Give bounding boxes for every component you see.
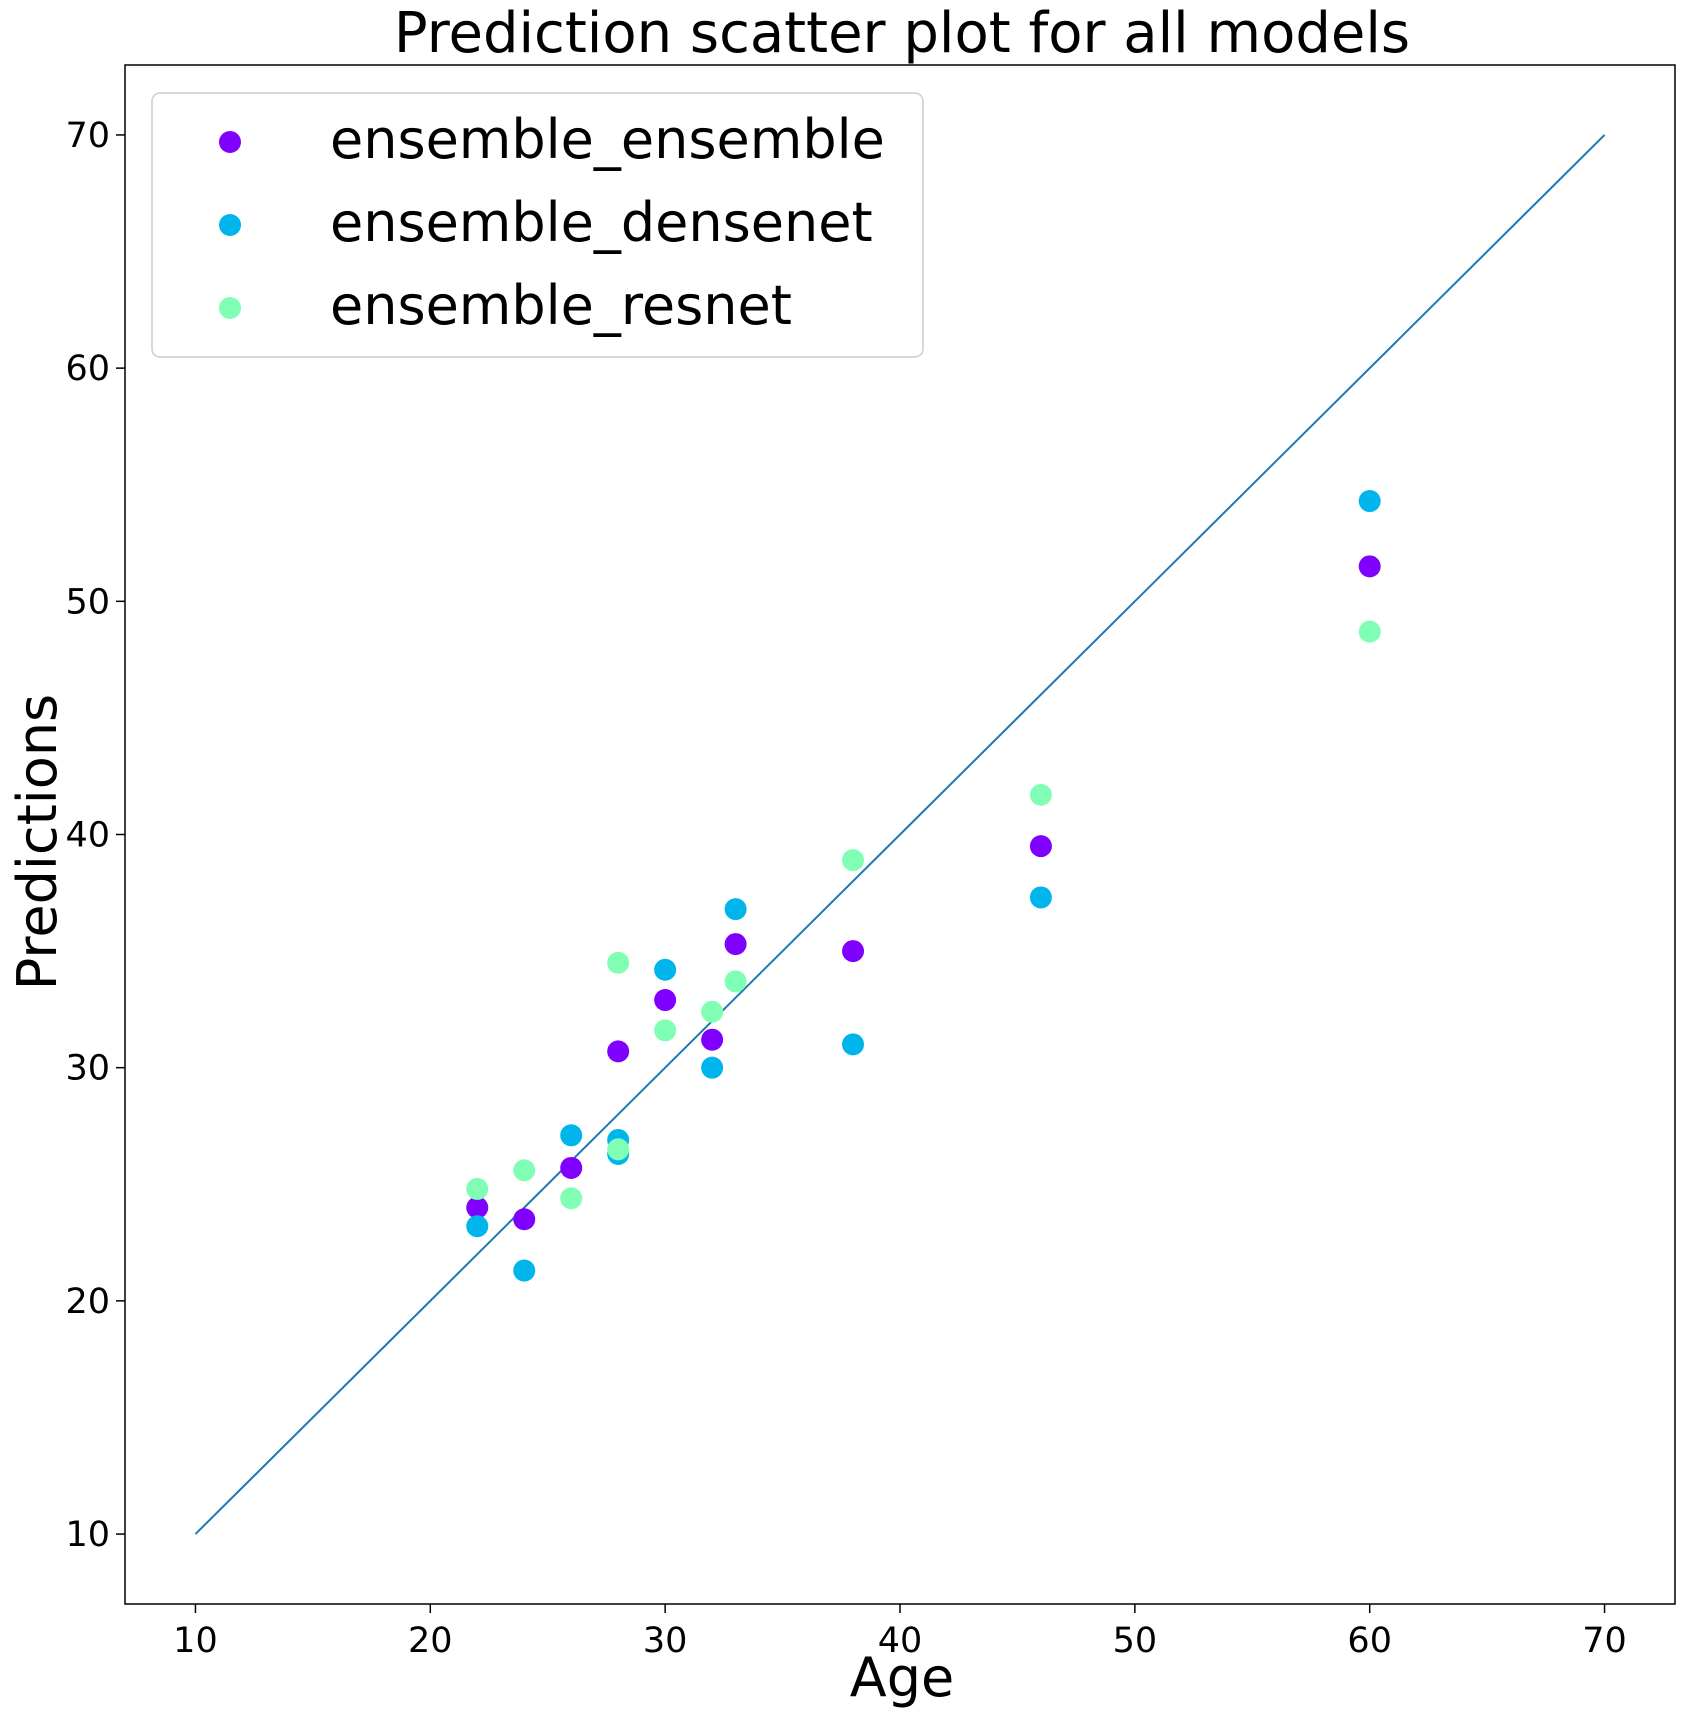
data-point xyxy=(607,951,630,974)
y-tick-label: 10 xyxy=(65,1515,110,1555)
y-tick-label: 50 xyxy=(65,582,110,622)
data-point xyxy=(560,1124,583,1147)
data-point xyxy=(607,1040,630,1063)
data-point xyxy=(701,1056,724,1079)
y-axis-label: Predictions xyxy=(6,694,69,990)
data-point xyxy=(560,1187,583,1210)
data-point xyxy=(842,940,865,963)
x-tick-label: 40 xyxy=(878,1621,923,1661)
y-tick-label: 60 xyxy=(65,349,110,389)
x-tick-label: 50 xyxy=(1113,1621,1158,1661)
y-tick-label: 70 xyxy=(65,116,110,156)
legend-entry-3: ensemble_resnet xyxy=(219,274,792,337)
points-layer xyxy=(466,490,1381,1282)
chart-title: Prediction scatter plot for all models xyxy=(394,1,1410,66)
data-point xyxy=(466,1215,489,1238)
y-tick-label: 20 xyxy=(65,1282,110,1322)
data-point xyxy=(1029,835,1052,858)
data-point xyxy=(842,1033,865,1056)
data-point xyxy=(513,1208,536,1231)
data-point xyxy=(724,898,747,921)
data-point xyxy=(724,970,747,993)
data-point xyxy=(724,933,747,956)
y-tick-label: 40 xyxy=(65,816,110,856)
data-point xyxy=(466,1177,489,1200)
legend-marker xyxy=(219,131,241,153)
series-ensemble_ensemble xyxy=(466,555,1381,1231)
y-tick-label: 30 xyxy=(65,1049,110,1089)
legend: ensemble_ensemble ensemble_densenet ense… xyxy=(151,92,924,358)
x-tick-label: 10 xyxy=(173,1621,218,1661)
legend-marker xyxy=(219,214,241,236)
data-point xyxy=(842,849,865,872)
data-point xyxy=(1358,620,1381,643)
legend-marker xyxy=(219,297,241,319)
data-point xyxy=(654,1019,677,1042)
y-axis-ticks: 10 20 30 40 50 60 70 xyxy=(65,116,125,1555)
data-point xyxy=(1358,490,1381,513)
legend-label: ensemble_ensemble xyxy=(330,108,885,171)
data-point xyxy=(466,1196,489,1219)
legend-label: ensemble_densenet xyxy=(330,191,873,254)
legend-entry-1: ensemble_ensemble xyxy=(219,108,885,171)
series-ensemble_resnet xyxy=(466,620,1381,1210)
data-point xyxy=(654,989,677,1012)
data-point xyxy=(654,958,677,981)
x-tick-label: 60 xyxy=(1347,1621,1392,1661)
data-point xyxy=(513,1159,536,1182)
legend-entry-2: ensemble_densenet xyxy=(219,191,873,254)
x-axis-label: Age xyxy=(850,1646,954,1709)
x-axis-ticks: 10 20 30 40 50 60 70 xyxy=(173,1604,1627,1661)
x-tick-label: 30 xyxy=(643,1621,688,1661)
reference-line xyxy=(194,134,1606,1535)
x-tick-label: 20 xyxy=(408,1621,453,1661)
data-point xyxy=(701,1028,724,1051)
data-point xyxy=(1029,783,1052,806)
data-point xyxy=(560,1156,583,1179)
data-point xyxy=(513,1259,536,1282)
legend-frame xyxy=(151,92,924,358)
reference-line-layer xyxy=(194,134,1606,1535)
data-point xyxy=(1358,555,1381,578)
data-point xyxy=(701,1000,724,1023)
data-point xyxy=(607,1138,630,1161)
legend-label: ensemble_resnet xyxy=(330,274,792,337)
x-tick-label: 70 xyxy=(1582,1621,1627,1661)
data-point xyxy=(1029,886,1052,909)
plot-area xyxy=(124,64,1676,1605)
